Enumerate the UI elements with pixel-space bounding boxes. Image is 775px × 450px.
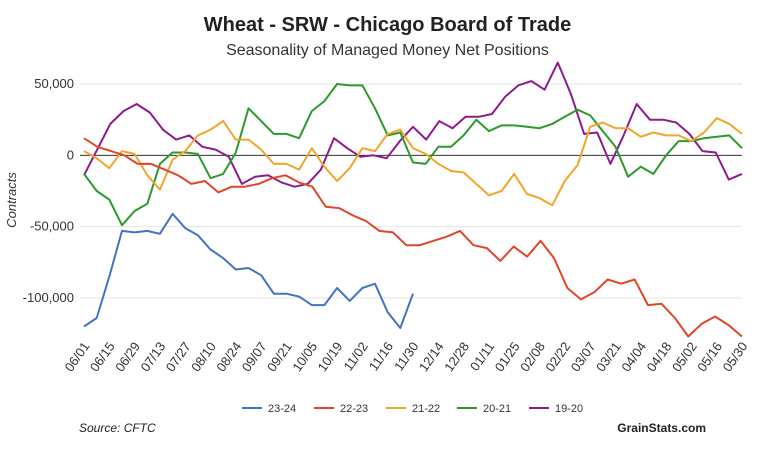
x-tick-label: 05/30 (720, 339, 751, 374)
x-tick-label: 05/02 (669, 339, 700, 374)
x-tick-label: 02/08 (517, 339, 548, 374)
grid-lines (80, 83, 742, 299)
x-tick-label: 10/05 (289, 339, 320, 374)
source-note: Source: CFTC (79, 421, 156, 435)
legend-label-23-24: 23-24 (268, 403, 296, 415)
x-tick-label: 09/21 (264, 339, 295, 374)
x-tick-label: 04/18 (644, 339, 675, 374)
y-tick-label: -50,000 (30, 219, 74, 234)
legend-label-21-22: 21-22 (412, 403, 440, 415)
x-tick-label: 12/28 (441, 339, 472, 374)
legend-label-20-21: 20-21 (483, 403, 511, 415)
x-tick-label: 11/16 (366, 339, 396, 373)
brand-label: GrainStats.com (617, 421, 706, 435)
x-tick-label: 07/13 (137, 339, 168, 374)
chart-subtitle: Seasonality of Managed Money Net Positio… (226, 42, 549, 59)
legend: 23-24 22-23 21-22 20-21 19-20 (242, 403, 583, 415)
x-tick-label: 01/11 (467, 339, 497, 373)
series-line-20-21 (83, 83, 743, 227)
y-tick-label: 50,000 (34, 76, 74, 91)
x-tick-label: 01/25 (492, 339, 523, 374)
x-tick-label: 03/21 (593, 339, 624, 374)
y-tick-label: -100,000 (23, 290, 74, 305)
series-line-22-23 (83, 137, 743, 338)
chart-title: Wheat - SRW - Chicago Board of Trade (203, 14, 572, 36)
series-line-23-24 (83, 212, 414, 329)
x-tick-label: 07/27 (163, 339, 194, 374)
x-tick-label: 06/29 (112, 339, 143, 374)
x-tick-label: 06/15 (87, 339, 118, 374)
x-tick-label: 11/02 (340, 339, 370, 373)
y-axis-label: Contracts (4, 172, 19, 228)
x-tick-label: 11/30 (391, 339, 421, 373)
y-tick-label: 0 (67, 147, 74, 162)
legend-label-19-20: 19-20 (555, 403, 583, 415)
x-axis-ticks: 06/0106/1506/2907/1307/2708/1008/2409/07… (62, 339, 751, 374)
series-line-21-22 (83, 117, 743, 207)
x-tick-label: 08/10 (188, 339, 219, 374)
legend-label-22-23: 22-23 (340, 403, 368, 415)
x-tick-label: 10/19 (315, 339, 346, 374)
x-tick-label: 05/16 (694, 339, 725, 374)
x-tick-label: 09/07 (239, 339, 270, 374)
x-tick-label: 08/24 (213, 339, 244, 374)
series-lines (83, 61, 743, 338)
x-tick-label: 03/07 (568, 339, 599, 374)
x-tick-label: 06/01 (62, 339, 93, 374)
x-tick-label: 04/04 (618, 339, 649, 374)
x-tick-label: 12/14 (416, 339, 447, 374)
x-tick-label: 02/22 (542, 339, 573, 374)
y-axis-ticks: 50,000 0 -50,000 -100,000 (23, 76, 74, 305)
